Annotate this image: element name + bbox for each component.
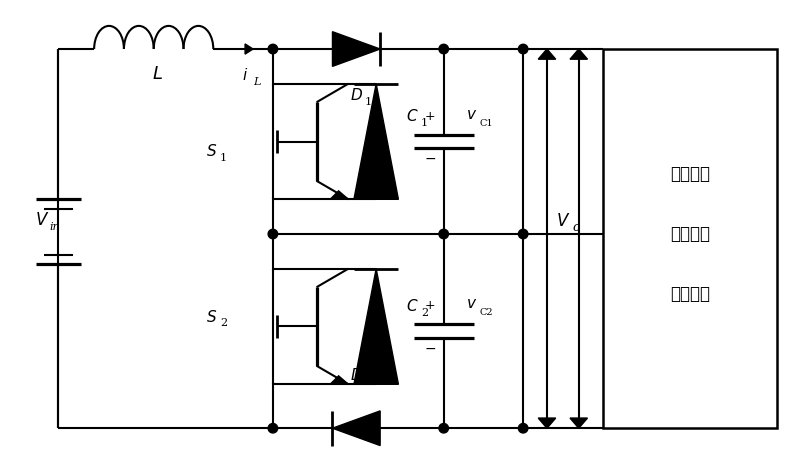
Polygon shape <box>354 84 398 199</box>
Text: o: o <box>573 221 580 234</box>
Text: $i$: $i$ <box>242 67 248 83</box>
Text: $V$: $V$ <box>557 212 571 229</box>
Text: 1: 1 <box>220 153 227 163</box>
Text: 2: 2 <box>220 318 227 328</box>
Text: $S$: $S$ <box>206 143 218 159</box>
Text: in: in <box>50 222 61 232</box>
Polygon shape <box>538 418 556 428</box>
Text: +: + <box>425 110 435 123</box>
Polygon shape <box>570 418 587 428</box>
Circle shape <box>518 229 528 239</box>
Circle shape <box>268 424 278 433</box>
Text: 平逆变器: 平逆变器 <box>670 285 710 303</box>
Text: 1: 1 <box>421 118 428 128</box>
Text: −: − <box>424 152 436 166</box>
Text: $D$: $D$ <box>350 87 363 103</box>
Text: $D$: $D$ <box>350 367 363 383</box>
Circle shape <box>268 44 278 54</box>
Text: $L$: $L$ <box>152 66 163 83</box>
Text: L: L <box>254 77 261 88</box>
Text: 2: 2 <box>365 376 372 386</box>
Polygon shape <box>331 191 348 199</box>
Text: 2: 2 <box>421 307 428 318</box>
Circle shape <box>439 424 449 433</box>
Text: $v$: $v$ <box>466 297 477 311</box>
Polygon shape <box>331 376 348 384</box>
Text: −: − <box>424 342 436 356</box>
Text: +: + <box>425 299 435 312</box>
Polygon shape <box>354 269 398 384</box>
Text: $C$: $C$ <box>406 108 419 124</box>
Text: $v$: $v$ <box>466 108 477 122</box>
Text: 二极管箝: 二极管箝 <box>670 165 710 183</box>
Circle shape <box>518 424 528 433</box>
Bar <box>602 49 778 428</box>
Text: 1: 1 <box>365 97 372 107</box>
Text: $V$: $V$ <box>35 212 50 229</box>
Circle shape <box>268 229 278 239</box>
Circle shape <box>439 229 449 239</box>
Text: C1: C1 <box>480 118 494 127</box>
Text: $C$: $C$ <box>406 298 419 314</box>
Polygon shape <box>333 32 380 66</box>
Text: C2: C2 <box>480 308 494 317</box>
Polygon shape <box>570 49 587 59</box>
Polygon shape <box>333 411 380 446</box>
Text: $S$: $S$ <box>206 309 218 325</box>
Circle shape <box>518 44 528 54</box>
Circle shape <box>439 44 449 54</box>
Polygon shape <box>538 49 556 59</box>
Text: 位型三电: 位型三电 <box>670 225 710 243</box>
Polygon shape <box>245 44 253 54</box>
